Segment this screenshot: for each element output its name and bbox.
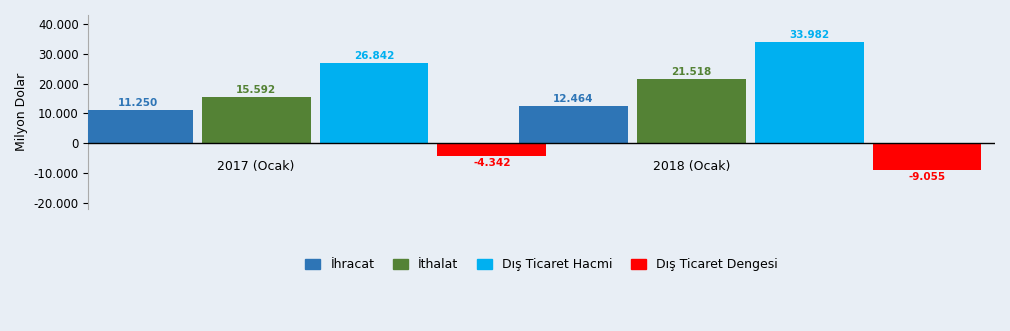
Bar [437, 143, 546, 156]
Text: 2018 (Ocak): 2018 (Ocak) [652, 160, 730, 173]
Bar [319, 63, 428, 143]
Text: 15.592: 15.592 [236, 85, 276, 95]
Text: 11.250: 11.250 [118, 98, 159, 108]
Text: 21.518: 21.518 [672, 67, 711, 77]
Bar [873, 143, 982, 170]
Text: 26.842: 26.842 [354, 51, 394, 61]
Bar [84, 110, 193, 143]
Text: 2017 (Ocak): 2017 (Ocak) [217, 160, 295, 173]
Bar [202, 97, 310, 143]
Text: 12.464: 12.464 [553, 94, 594, 104]
Text: -9.055: -9.055 [908, 172, 945, 182]
Y-axis label: Milyon Dolar: Milyon Dolar [15, 73, 28, 151]
Legend: İhracat, İthalat, Dış Ticaret Hacmi, Dış Ticaret Dengesi: İhracat, İthalat, Dış Ticaret Hacmi, Dış… [300, 253, 783, 276]
Text: -4.342: -4.342 [473, 158, 511, 168]
Bar [754, 42, 864, 143]
Bar [519, 106, 628, 143]
Text: 33.982: 33.982 [789, 30, 829, 40]
Bar [637, 79, 745, 143]
